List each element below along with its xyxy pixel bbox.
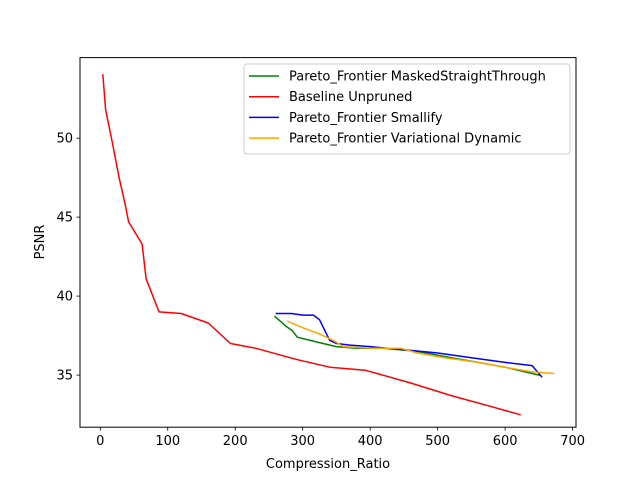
y-tick-label: 50 [56, 132, 73, 147]
y-tick-label: 45 [56, 211, 73, 226]
y-axis-label: PSNR [33, 225, 48, 260]
legend-box [243, 63, 571, 155]
x-tick-label: 300 [290, 434, 315, 449]
x-tick-label: 700 [560, 434, 585, 449]
x-tick-label: 500 [425, 434, 450, 449]
x-tick-label: 0 [96, 434, 104, 449]
x-axis-ticks: 0 100 200 300 400 500 600 700 [96, 427, 585, 449]
x-tick-label: 200 [223, 434, 248, 449]
x-tick-label: 600 [493, 434, 518, 449]
y-axis-ticks: 35 40 45 50 [56, 132, 80, 384]
legend-items: Pareto_Frontier MaskedStraightThrough Bas… [249, 70, 546, 147]
x-tick-label: 100 [155, 434, 180, 449]
y-tick-label: 40 [56, 290, 73, 305]
series-line-3 [286, 320, 555, 375]
legend-label-1: Baseline Unpruned [289, 90, 412, 105]
y-tick-label: 35 [56, 369, 73, 384]
series-line-2 [275, 312, 543, 378]
legend-label-0: Pareto_Frontier MaskedStraightThrough [289, 70, 546, 85]
legend-label-2: Pareto_Frontier Smallify [289, 111, 443, 126]
series-line-1 [102, 74, 521, 416]
series-layer [102, 74, 555, 416]
x-tick-label: 400 [358, 434, 383, 449]
legend: Pareto_Frontier MaskedStraightThrough Bas… [243, 63, 571, 155]
legend-label-3: Pareto_Frontier Variational Dynamic [289, 132, 522, 147]
plot-frame [79, 57, 577, 428]
x-axis-label: Compression_Ratio [266, 457, 390, 472]
